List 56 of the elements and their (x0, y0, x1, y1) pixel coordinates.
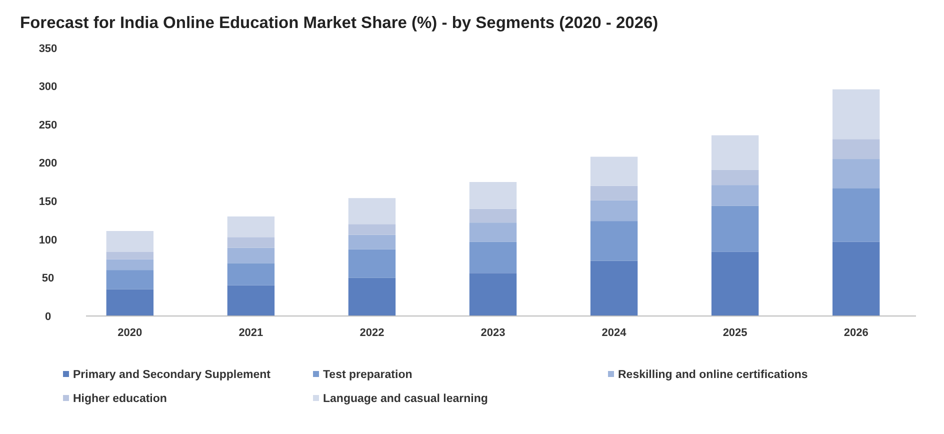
bar (106, 289, 154, 316)
y-tick-label: 250 (38, 119, 58, 132)
y-tick-label: 0 (44, 310, 52, 323)
bar (106, 252, 154, 260)
x-tick-label: 2021 (238, 327, 264, 339)
chart-title: Forecast for India Online Education Market Share (%) - by Segments (2020 - 2026) (20, 14, 658, 32)
bar (832, 242, 880, 316)
y-tick-label: 300 (38, 81, 58, 94)
y-tick-label: 100 (38, 234, 58, 246)
bar (832, 139, 880, 160)
y-tick-label: 200 (38, 158, 58, 170)
legend-label: Test preparation (323, 369, 412, 381)
bar (711, 185, 759, 206)
bar (711, 252, 759, 316)
bar (469, 222, 517, 242)
bar (106, 231, 154, 252)
y-tick-label: 50 (42, 272, 54, 285)
bar (469, 242, 517, 274)
bar (832, 159, 880, 188)
bar (469, 208, 517, 223)
bar (590, 156, 638, 186)
y-tick-label: 350 (38, 42, 58, 55)
x-tick-label: 2022 (360, 327, 384, 339)
bar (227, 248, 275, 264)
bar (469, 182, 517, 209)
bar (590, 186, 638, 200)
bar (590, 200, 638, 222)
bar (469, 273, 517, 316)
bar (348, 234, 396, 250)
bar (348, 278, 396, 316)
legend-label: Reskilling and online certifications (618, 369, 808, 381)
x-tick-label: 2024 (602, 327, 628, 339)
bar (106, 259, 154, 270)
bar (227, 285, 275, 316)
bar (711, 135, 759, 170)
bar (348, 198, 396, 224)
y-tick-label: 150 (38, 196, 58, 208)
bar (227, 237, 275, 248)
bar (832, 89, 880, 140)
bar (590, 221, 638, 261)
bar (590, 260, 638, 316)
bar (348, 249, 396, 278)
bar (711, 170, 759, 186)
x-tick-label: 2020 (118, 327, 142, 339)
bar (227, 216, 275, 238)
bar (227, 263, 275, 286)
x-tick-label: 2026 (844, 327, 868, 339)
bar (106, 270, 154, 290)
legend-label: Primary and Secondary Supplement (73, 369, 271, 381)
legend-label: Language and casual learning (323, 393, 488, 405)
bar (348, 224, 396, 235)
bar (832, 188, 880, 242)
legend-label: Higher education (73, 393, 167, 405)
x-tick-label: 2025 (722, 327, 748, 339)
bar (711, 206, 759, 252)
x-tick-label: 2023 (480, 327, 506, 339)
